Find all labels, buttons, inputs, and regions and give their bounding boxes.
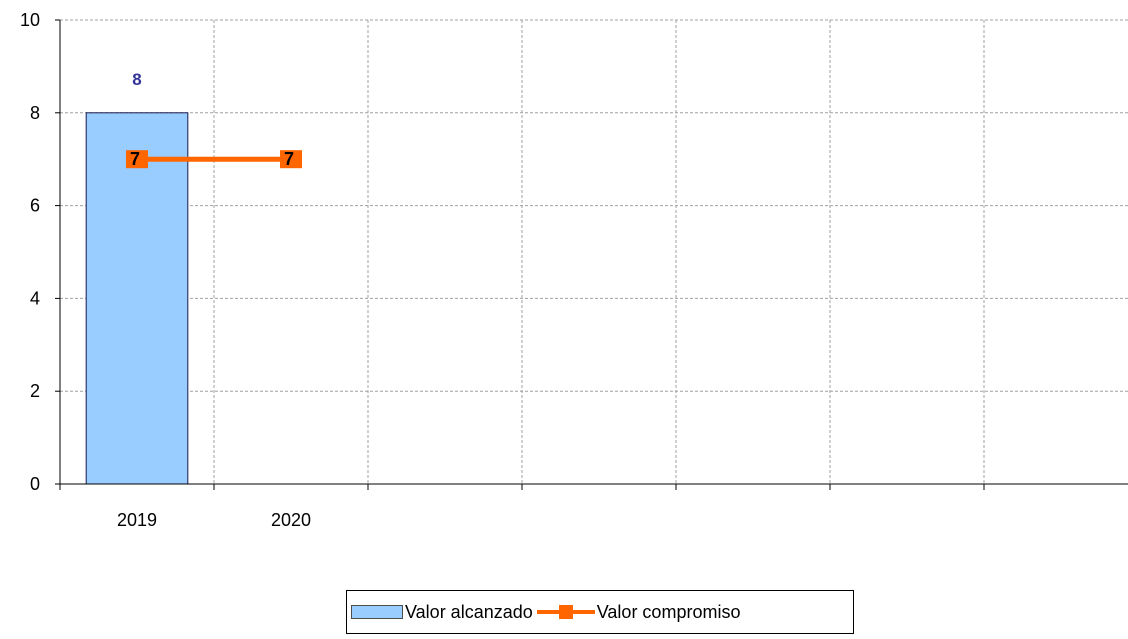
legend-item-line: Valor compromiso [536,601,741,623]
y-tick-label: 2 [30,381,40,401]
legend-label-line: Valor compromiso [596,601,741,622]
y-tick-label: 4 [30,288,40,308]
line-marker [280,150,302,169]
y-tick-label: 6 [30,196,40,216]
x-tick-label: 2019 [117,510,157,530]
legend-label-bar: Valor alcanzado [405,601,533,622]
x-tick-label: 2020 [271,510,311,530]
legend-line-swatch [536,605,595,619]
legend-item-bar: Valor alcanzado [351,602,533,623]
legend: Valor alcanzado Valor compromiso [346,590,854,634]
line-marker [126,150,148,169]
bars-series: 8 [85,70,189,485]
tick-labels: 0 2 4 6 8 10 2019 2020 [20,10,311,530]
y-tick-label: 10 [20,10,40,30]
y-tick-label: 0 [30,474,40,494]
gridlines [60,19,1128,484]
line-data-label: 7 [284,149,294,169]
axes [55,19,1128,490]
bar-data-label: 8 [132,70,141,89]
y-tick-label: 8 [30,103,40,123]
line-data-label: 7 [130,149,140,169]
legend-bar-swatch [351,605,403,619]
